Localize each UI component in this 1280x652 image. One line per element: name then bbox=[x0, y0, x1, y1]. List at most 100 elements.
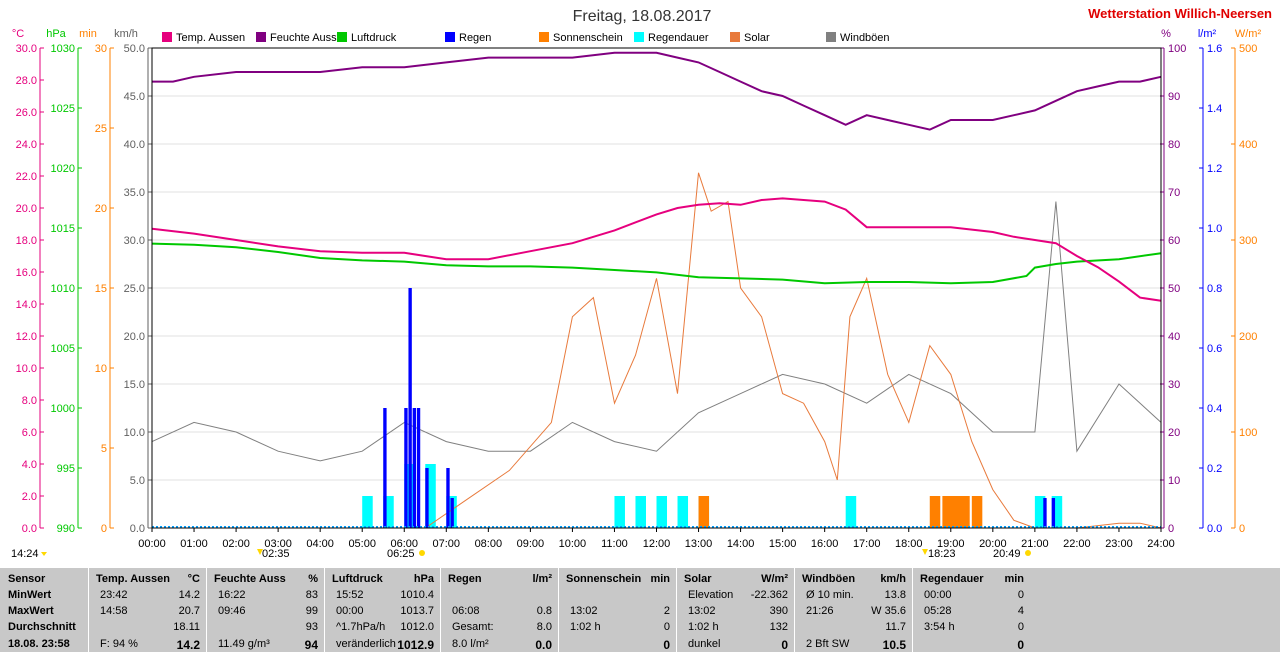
stats-unit-temp: °C bbox=[187, 573, 200, 585]
stats-time-raindur: 3:54 h bbox=[924, 621, 955, 633]
stats-value-pressure: 1012.0 bbox=[400, 621, 434, 633]
series-regen-bar bbox=[1043, 498, 1047, 528]
stats-value-solar: -22.362 bbox=[750, 589, 788, 601]
left-axis-label-3: 20.0 bbox=[124, 331, 145, 343]
sunset-icon bbox=[1025, 550, 1031, 556]
series-regendauer-bar bbox=[845, 496, 857, 528]
series-regen-bar bbox=[425, 468, 429, 528]
right-axis-label-0: 50 bbox=[1168, 283, 1180, 295]
x-axis-label: 09:00 bbox=[517, 538, 545, 550]
marker-sunrise: 06:25 bbox=[387, 548, 415, 560]
stats-header-pressure: Luftdruck bbox=[332, 573, 383, 585]
stats-value-temp: 14.2 bbox=[176, 638, 200, 652]
x-axis-label: 00:00 bbox=[138, 538, 166, 550]
stats-time-pressure: 15:52 bbox=[336, 589, 364, 601]
left-axis-label-0: 10.0 bbox=[16, 363, 37, 375]
stats-value-sunshine: 0 bbox=[663, 638, 670, 652]
weather-chart: Freitag, 18.08.2017 Wetterstation Willic… bbox=[0, 0, 1280, 568]
left-axis-label-0: 16.0 bbox=[16, 267, 37, 279]
series-sonnenschein-bar bbox=[929, 496, 941, 528]
legend-label-humidity: Feuchte Auss* bbox=[270, 32, 342, 44]
right-axis-label-1: 1.6 bbox=[1207, 43, 1222, 55]
stats-header-solar: Solar bbox=[684, 573, 712, 585]
series-regendauer-bar bbox=[635, 496, 646, 528]
right-axis-label-1: 1.0 bbox=[1207, 223, 1222, 235]
legend-swatch-humidity bbox=[256, 32, 266, 42]
stats-value-sunshine: 2 bbox=[663, 605, 670, 617]
left-axis-label-3: 25.0 bbox=[124, 283, 145, 295]
stats-column-solar: Solar W/m² Elevation -22.362 13:02 390 1:02 h 1… bbox=[676, 568, 794, 652]
stats-time-raindur: 00:00 bbox=[924, 589, 952, 601]
marker-left-icon bbox=[41, 552, 47, 556]
stats-time-solar: Elevation bbox=[688, 589, 734, 601]
left-axis-label-0: 28.0 bbox=[16, 75, 37, 87]
series-luftdruck bbox=[151, 242, 1162, 285]
legend-swatch-raintime bbox=[634, 32, 644, 42]
series-regendauer-bar bbox=[1034, 496, 1046, 528]
right-axis-label-0: 90 bbox=[1168, 91, 1180, 103]
right-axis-unit-1: l/m² bbox=[1198, 28, 1217, 40]
left-axis-label-0: 18.0 bbox=[16, 235, 37, 247]
stats-row-label: 18.08. 23:58 bbox=[8, 638, 70, 650]
stats-value-raindur: 0 bbox=[1017, 621, 1024, 633]
series-regendauer-bar bbox=[383, 496, 394, 528]
stats-unit-rain: l/m² bbox=[532, 573, 552, 585]
stats-time-gust: Ø 10 min. bbox=[806, 589, 854, 601]
x-axis-label: 22:00 bbox=[1063, 538, 1091, 550]
stats-value-gust: 10.5 bbox=[882, 638, 906, 652]
x-axis-label: 01:00 bbox=[180, 538, 208, 550]
stats-time-sunshine: 13:02 bbox=[570, 605, 598, 617]
marker-low-a: 02:35 bbox=[262, 548, 290, 560]
series-sonnenschein-bar bbox=[959, 496, 970, 528]
stats-row-label: Durchschnitt bbox=[8, 621, 76, 633]
left-axis-label-0: 12.0 bbox=[16, 331, 37, 343]
stats-value-temp: 14.2 bbox=[178, 589, 200, 601]
right-axis-label-0: 20 bbox=[1168, 427, 1180, 439]
stats-time-temp: 14:58 bbox=[100, 605, 128, 617]
x-axis-label: 12:00 bbox=[643, 538, 671, 550]
chart-background bbox=[0, 0, 1280, 568]
series-regen-bar bbox=[446, 468, 450, 528]
series-regen-bar bbox=[404, 408, 408, 528]
left-axis-label-2: 15 bbox=[95, 283, 107, 295]
x-axis-label: 07:00 bbox=[433, 538, 461, 550]
x-axis: 00:00 01:00 02:00 03:00 04:00 05:00 06:00 07:00… bbox=[138, 528, 1175, 550]
left-axis-label-1: 1020 bbox=[51, 163, 75, 175]
stats-time-humidity: 09:46 bbox=[218, 605, 246, 617]
stats-unit-humidity: % bbox=[308, 573, 318, 585]
stats-value-rain: 0.8 bbox=[536, 605, 552, 617]
legend-swatch-temp bbox=[162, 32, 172, 42]
series-regen-bar bbox=[450, 498, 454, 528]
legend-label-pressure: Luftdruck bbox=[351, 32, 397, 44]
series-regen bbox=[383, 288, 1056, 528]
stats-time-pressure: 00:00 bbox=[336, 605, 364, 617]
legend-swatch-gust bbox=[826, 32, 836, 42]
stats-time-humidity: 16:22 bbox=[218, 589, 246, 601]
right-axis-label-2: 200 bbox=[1239, 331, 1257, 343]
stats-time-solar: dunkel bbox=[688, 638, 721, 650]
station-name: Wetterstation Willich-Neersen bbox=[1088, 6, 1272, 21]
stats-time-solar: 13:02 bbox=[688, 605, 716, 617]
stats-time-humidity: 11.49 g/m³ bbox=[218, 638, 270, 650]
x-axis-label: 15:00 bbox=[769, 538, 797, 550]
left-axis-unit-3: km/h bbox=[114, 28, 138, 40]
series-sonnenschein-bar bbox=[950, 496, 962, 528]
stats-separator bbox=[440, 568, 441, 652]
stats-value-gust: W 35.6 bbox=[871, 605, 906, 617]
legend: Temp. Aussen Feuchte Auss* Luftdruck Regen S… bbox=[162, 32, 890, 44]
right-axis-label-0: 30 bbox=[1168, 379, 1180, 391]
right-axis-unit-2: W/m² bbox=[1235, 28, 1262, 40]
series-temp-aussen-line bbox=[151, 197, 1162, 302]
stats-value-raindur: 0 bbox=[1017, 638, 1024, 652]
stats-column-temp: Temp. Aussen °C 23:42 14.2 14:58 20.7 18.11 F: … bbox=[88, 568, 206, 652]
x-axis-label: 24:00 bbox=[1147, 538, 1175, 550]
x-axis-label: 03:00 bbox=[264, 538, 292, 550]
stats-separator bbox=[324, 568, 325, 652]
stats-time-pressure: ^1.7hPa/h bbox=[336, 621, 386, 633]
right-axis-label-0: 70 bbox=[1168, 187, 1180, 199]
legend-label-raintime: Regendauer bbox=[648, 32, 709, 44]
left-axis-label-0: 26.0 bbox=[16, 107, 37, 119]
legend-label-gust: Windböen bbox=[840, 32, 890, 44]
stats-header-humidity: Feuchte Auss bbox=[214, 573, 286, 585]
stats-time-solar: 1:02 h bbox=[688, 621, 719, 633]
